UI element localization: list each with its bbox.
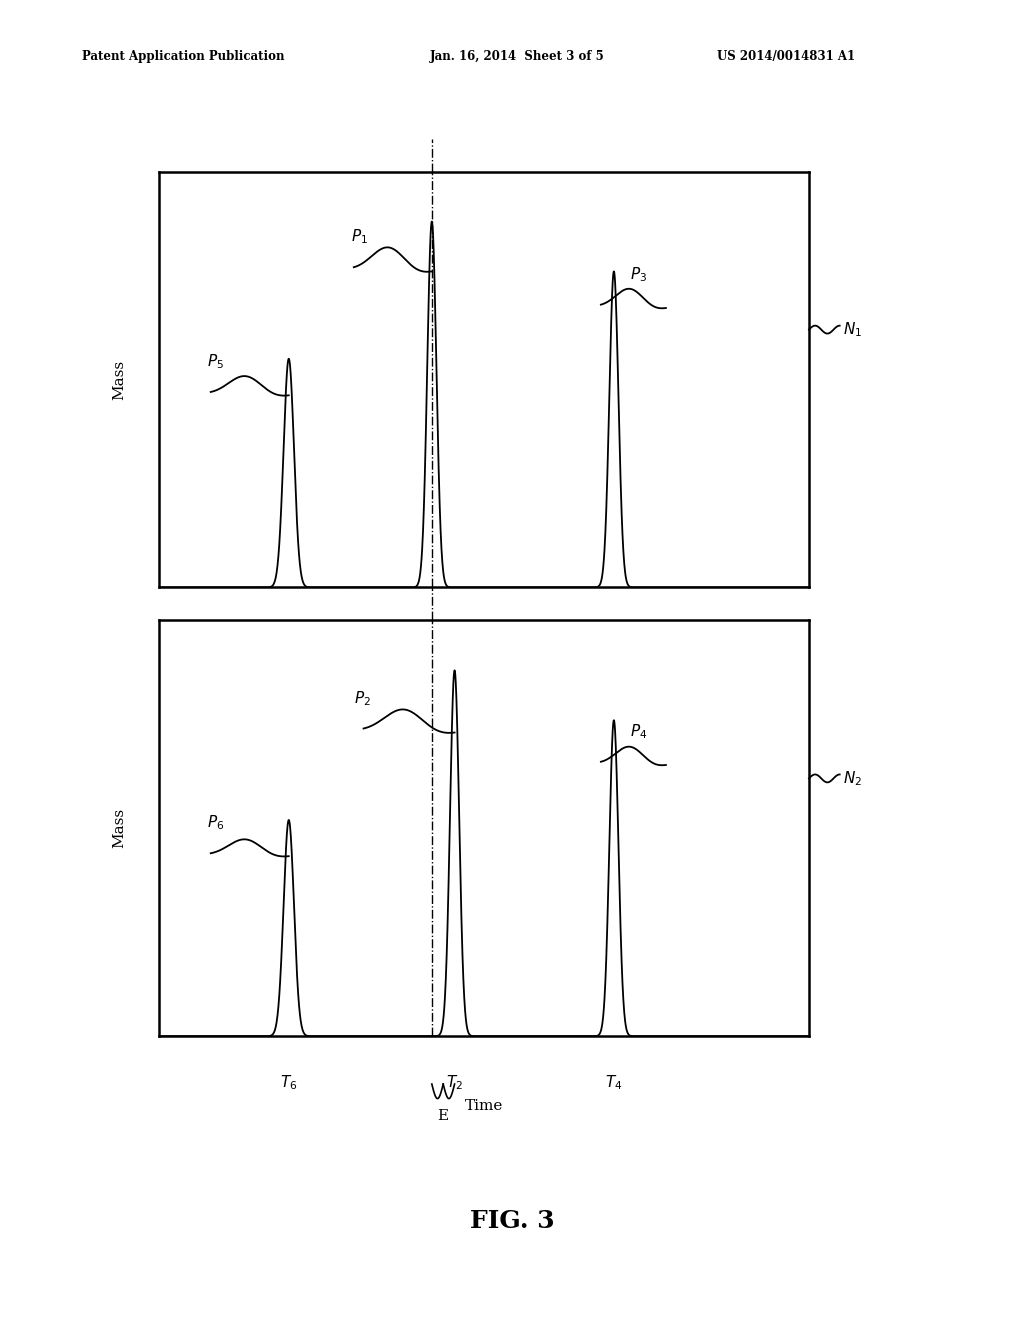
Text: E: E — [437, 1109, 449, 1123]
Text: FIG. 3: FIG. 3 — [470, 1209, 554, 1233]
Text: Time: Time — [465, 649, 503, 664]
Text: $P_6$: $P_6$ — [208, 813, 225, 833]
Text: $P_4$: $P_4$ — [630, 722, 647, 741]
Text: $T_1$: $T_1$ — [423, 630, 440, 648]
Text: Jan. 16, 2014  Sheet 3 of 5: Jan. 16, 2014 Sheet 3 of 5 — [430, 50, 605, 63]
Text: $T_6$: $T_6$ — [280, 1073, 298, 1093]
Text: $T_4$: $T_4$ — [605, 1073, 623, 1093]
Text: $T_3$: $T_3$ — [605, 630, 623, 648]
Text: $P_1$: $P_1$ — [350, 228, 368, 247]
Text: Mass: Mass — [113, 808, 127, 849]
Text: $T_2$: $T_2$ — [446, 1073, 463, 1093]
Text: $T_5$: $T_5$ — [281, 624, 297, 644]
Text: Patent Application Publication: Patent Application Publication — [82, 50, 285, 63]
Text: $T_3$: $T_3$ — [605, 624, 623, 644]
Text: $P_3$: $P_3$ — [630, 265, 647, 284]
Text: Time: Time — [465, 1098, 503, 1113]
Text: $N_2$: $N_2$ — [843, 770, 862, 788]
Text: Mass: Mass — [113, 359, 127, 400]
Text: $N_1$: $N_1$ — [843, 321, 862, 339]
Text: $T_1$: $T_1$ — [423, 624, 440, 644]
Text: US 2014/0014831 A1: US 2014/0014831 A1 — [717, 50, 855, 63]
Text: $P_2$: $P_2$ — [354, 689, 371, 708]
Text: $T_5$: $T_5$ — [281, 630, 297, 648]
Text: $P_5$: $P_5$ — [208, 352, 224, 371]
